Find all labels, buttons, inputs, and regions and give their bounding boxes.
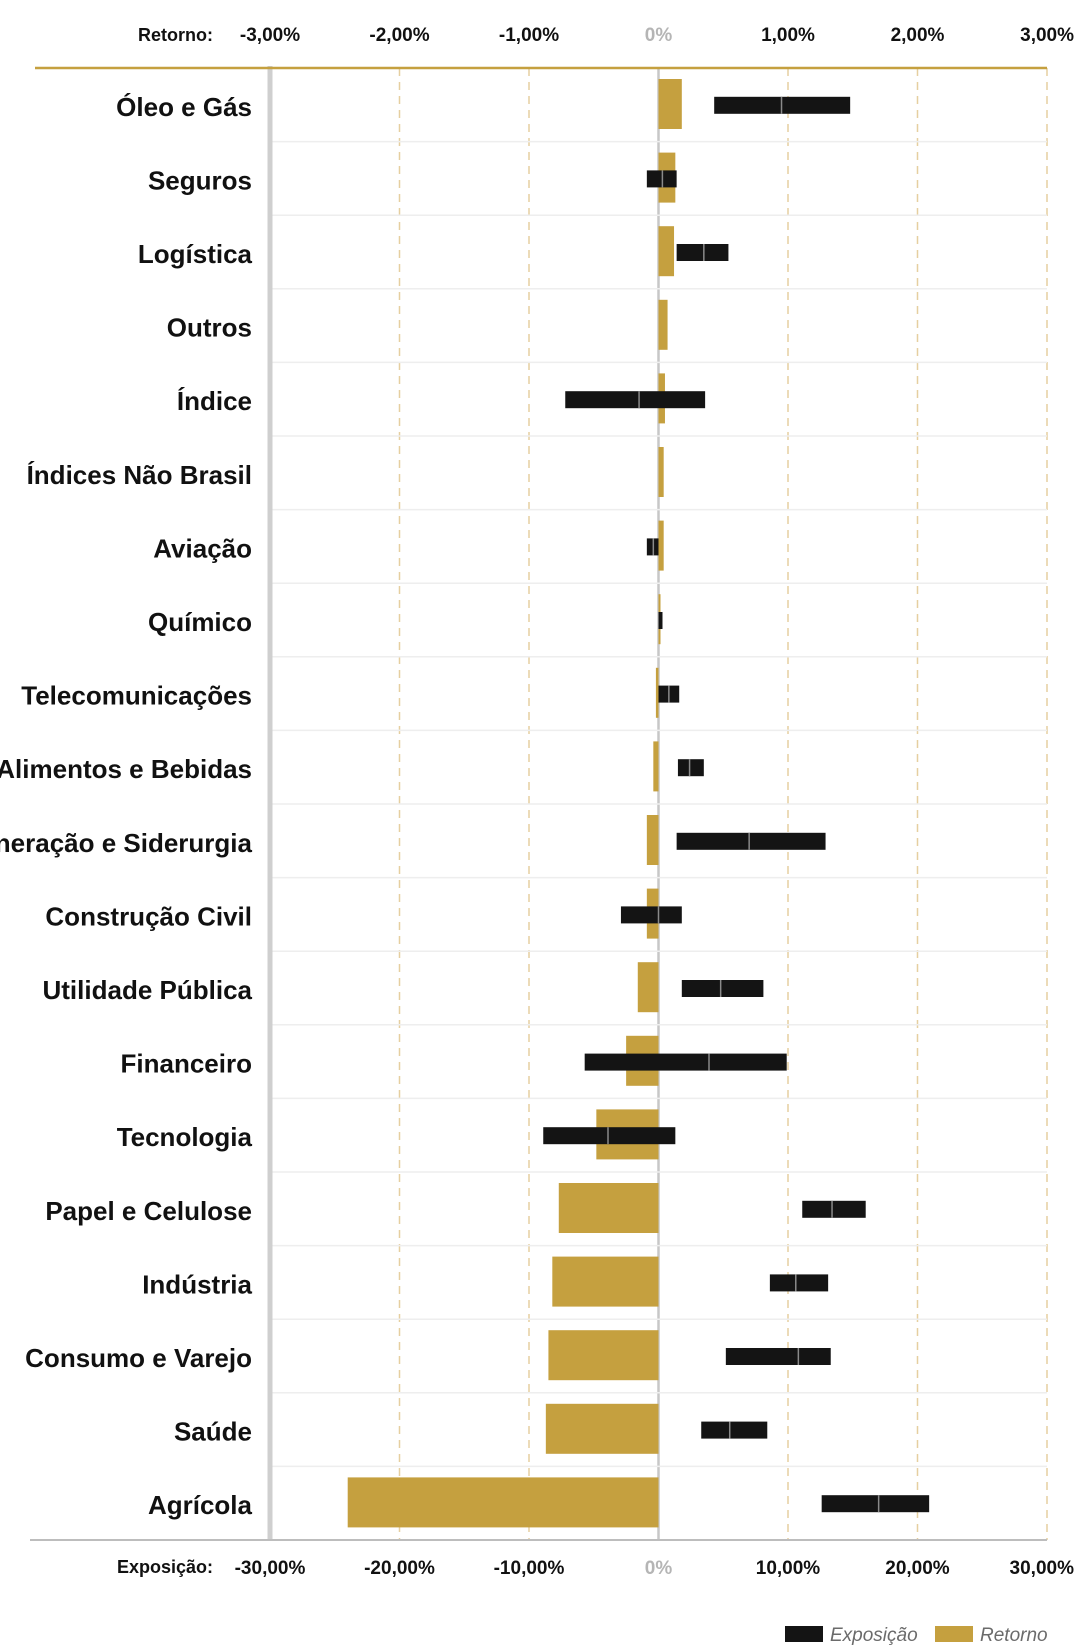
return-bar bbox=[646, 815, 659, 865]
category-label: Químico bbox=[148, 607, 252, 637]
category-label: Logística bbox=[138, 239, 253, 269]
exposure-range-bar bbox=[543, 1127, 676, 1145]
exposure-range-bar bbox=[584, 1053, 787, 1071]
exposure-range-bar bbox=[565, 391, 706, 409]
return-tick-label: -3,00% bbox=[240, 25, 300, 46]
category-label: Papel e Celulose bbox=[45, 1196, 252, 1226]
return-tick-label: 3,00% bbox=[1020, 25, 1074, 46]
return-bar bbox=[552, 1256, 659, 1307]
return-bar bbox=[548, 1330, 659, 1381]
exposure-tick-label: 0% bbox=[645, 1558, 673, 1579]
exposure-range-bar bbox=[802, 1200, 866, 1218]
return-tick-label: -1,00% bbox=[499, 25, 559, 46]
exposure-axis-title: Exposição: bbox=[117, 1557, 213, 1577]
exposure-axis-ticks: -30,00% -20,00% -10,00% 0% 10,00% 20,00% 30,00… bbox=[235, 1558, 1074, 1579]
legend-swatch-return bbox=[935, 1626, 973, 1642]
return-bar bbox=[545, 1403, 659, 1454]
category-label: Óleo e Gás bbox=[116, 92, 252, 122]
legend-label-return: Retorno bbox=[980, 1625, 1048, 1646]
return-bar bbox=[558, 1183, 659, 1233]
exposure-range-bar bbox=[676, 244, 729, 261]
category-label: Construção Civil bbox=[45, 901, 252, 931]
exposure-range-bar bbox=[658, 612, 663, 629]
return-tick-label: 1,00% bbox=[761, 25, 815, 46]
return-bar bbox=[658, 299, 668, 350]
return-axis-title: Retorno: bbox=[138, 25, 213, 45]
category-label: Mineração e Siderurgia bbox=[0, 828, 253, 858]
exposure-range-bar bbox=[821, 1495, 930, 1513]
category-label: Seguros bbox=[148, 165, 252, 195]
exposure-tick-label: -30,00% bbox=[235, 1558, 306, 1579]
category-label: Alimentos e Bebidas bbox=[0, 754, 252, 784]
legend-label-exposure: Exposição bbox=[830, 1625, 918, 1646]
exposure-range-bar bbox=[701, 1421, 768, 1439]
exposure-range-bar bbox=[677, 759, 704, 777]
exposure-range-bar bbox=[620, 906, 682, 924]
return-bar bbox=[658, 520, 664, 571]
return-bar bbox=[637, 962, 659, 1013]
return-bars-layer bbox=[347, 79, 682, 1528]
grid-layer bbox=[30, 66, 1048, 1541]
return-bar bbox=[653, 741, 659, 792]
exposure-tick-label: 10,00% bbox=[756, 1558, 821, 1579]
category-label: Outros bbox=[167, 313, 252, 343]
exposure-ranges-layer bbox=[543, 96, 930, 1513]
category-label: Aviação bbox=[153, 533, 252, 563]
exposure-range-bar bbox=[769, 1274, 829, 1292]
exposure-tick-label: -10,00% bbox=[494, 1558, 565, 1579]
category-label: Utilidade Pública bbox=[43, 975, 253, 1005]
category-label: Indústria bbox=[142, 1269, 252, 1299]
legend-swatch-exposure bbox=[785, 1626, 823, 1642]
category-label: Financeiro bbox=[121, 1049, 252, 1079]
exposure-range-bar bbox=[676, 832, 826, 850]
return-axis-ticks: -3,00% -2,00% -1,00% 0% 1,00% 2,00% 3,00% bbox=[240, 25, 1074, 46]
return-bar bbox=[658, 79, 682, 129]
return-bar bbox=[658, 447, 664, 497]
category-label: Saúde bbox=[174, 1417, 252, 1447]
legend: Exposição Retorno bbox=[785, 1625, 1048, 1646]
category-label: Consumo e Varejo bbox=[25, 1343, 252, 1373]
exposure-range-bar bbox=[681, 980, 764, 997]
category-labels-layer: Óleo e Gás Seguros Logística Outros Índice Ín… bbox=[0, 92, 253, 1520]
return-bar bbox=[347, 1477, 659, 1528]
category-label: Agrícola bbox=[148, 1490, 253, 1520]
return-bar bbox=[658, 226, 675, 277]
return-tick-label: 2,00% bbox=[891, 25, 945, 46]
return-bar bbox=[655, 667, 659, 718]
category-label: Telecomunicações bbox=[21, 681, 252, 711]
return-tick-label: -2,00% bbox=[369, 25, 429, 46]
category-label: Índices Não Brasil bbox=[27, 460, 252, 490]
exposure-tick-label: 30,00% bbox=[1010, 1558, 1074, 1579]
category-label: Tecnologia bbox=[117, 1122, 253, 1152]
exposure-tick-label: -20,00% bbox=[364, 1558, 435, 1579]
exposure-tick-label: 20,00% bbox=[885, 1558, 950, 1579]
exposure-range-bar bbox=[725, 1348, 831, 1365]
category-label: Índice bbox=[177, 386, 252, 416]
return-tick-label: 0% bbox=[645, 25, 673, 46]
